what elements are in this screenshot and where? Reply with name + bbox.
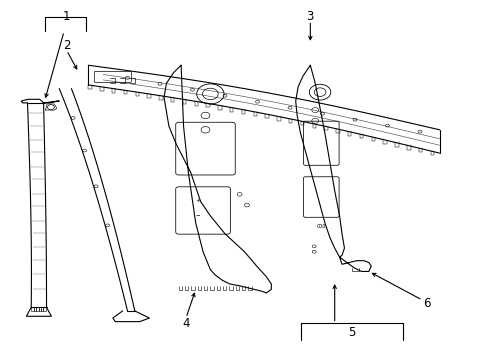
- Text: 4: 4: [182, 317, 189, 330]
- Text: 2: 2: [62, 39, 70, 52]
- Text: +: +: [195, 198, 200, 203]
- Text: 3: 3: [306, 10, 313, 23]
- Text: 000: 000: [316, 224, 325, 229]
- Text: 5: 5: [347, 326, 355, 339]
- Text: 6: 6: [423, 297, 430, 310]
- Text: 1: 1: [62, 10, 70, 23]
- Text: −: −: [196, 212, 200, 217]
